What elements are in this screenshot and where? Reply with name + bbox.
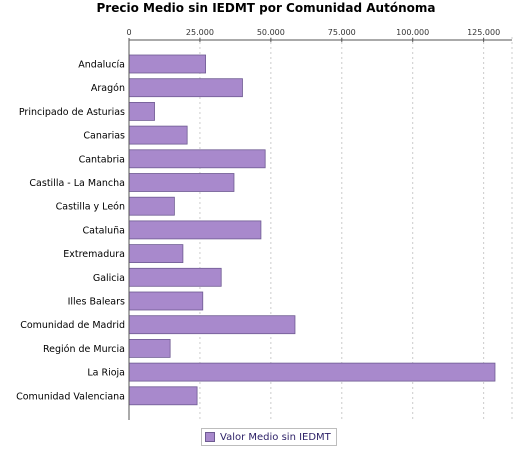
legend-label: Valor Medio sin IEDMT bbox=[220, 431, 331, 443]
bar bbox=[128, 267, 222, 287]
x-tick-label: 0 bbox=[126, 28, 131, 37]
category-label: Comunidad Valenciana bbox=[16, 391, 125, 402]
category-labels: Andalucía Aragón Principado de Asturias Can… bbox=[16, 60, 125, 403]
category-label: Galicia bbox=[93, 273, 125, 284]
category-label: Castilla - La Mancha bbox=[29, 178, 125, 189]
x-tick-label: 125.000 bbox=[467, 28, 500, 37]
category-label: Comunidad de Madrid bbox=[20, 320, 125, 331]
bar bbox=[128, 362, 496, 382]
category-label: Aragón bbox=[91, 83, 125, 94]
legend-swatch bbox=[205, 432, 215, 442]
chart-title: Precio Medio sin IEDMT por Comunidad Aut… bbox=[97, 1, 436, 15]
x-tick-label: 100.000 bbox=[396, 28, 429, 37]
category-label: Cataluña bbox=[82, 225, 125, 236]
bar bbox=[128, 386, 198, 406]
category-label: Región de Murcia bbox=[43, 344, 125, 355]
category-label: Principado de Asturias bbox=[19, 107, 125, 118]
category-label: Extremadura bbox=[63, 249, 125, 260]
category-label: Andalucía bbox=[78, 60, 125, 71]
x-tick-label: 75.000 bbox=[328, 28, 356, 37]
category-label: Illes Balears bbox=[68, 297, 125, 308]
category-label: Cantabria bbox=[79, 154, 125, 165]
bar bbox=[128, 102, 155, 121]
bar bbox=[128, 54, 206, 74]
bars bbox=[128, 54, 496, 406]
bar bbox=[128, 315, 296, 335]
category-label: Castilla y León bbox=[56, 202, 125, 213]
bar bbox=[128, 173, 235, 192]
x-tick-label: 50.000 bbox=[257, 28, 285, 37]
bar bbox=[128, 338, 171, 358]
category-label: Canarias bbox=[83, 131, 125, 142]
bar bbox=[128, 125, 188, 145]
bar bbox=[128, 244, 184, 264]
bar bbox=[128, 78, 243, 98]
axes bbox=[128, 39, 512, 420]
legend: Valor Medio sin IEDMT bbox=[201, 428, 337, 446]
x-tick-label: 25.000 bbox=[186, 28, 214, 37]
bar bbox=[128, 291, 204, 311]
bar bbox=[128, 149, 266, 169]
category-label: La Rioja bbox=[87, 368, 125, 379]
bar bbox=[128, 196, 175, 216]
bar bbox=[128, 220, 262, 240]
